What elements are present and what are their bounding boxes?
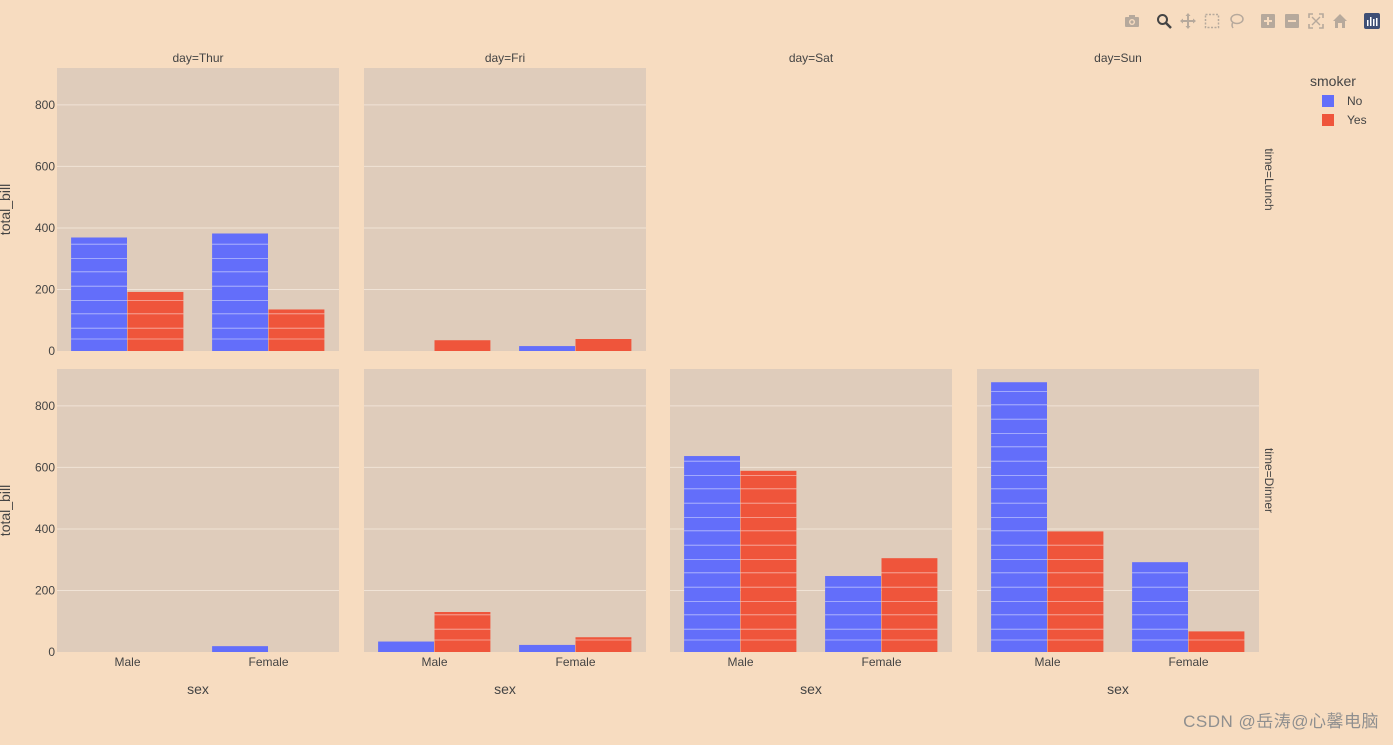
y-tick-label: 600 (35, 460, 55, 474)
bar-no-male[interactable] (684, 456, 740, 652)
bar-yes-male[interactable] (1047, 531, 1104, 652)
bar-no-male[interactable] (378, 641, 434, 652)
lasso-select-button[interactable] (1224, 11, 1248, 31)
facet-panel (977, 369, 1259, 652)
y-tick-label: 600 (35, 159, 55, 173)
bar-yes-female[interactable] (881, 558, 938, 652)
y-tick-label: 400 (35, 221, 55, 235)
y-axis-title: total_bill (0, 184, 13, 235)
plotly-logo-button[interactable] (1360, 11, 1384, 31)
autoscale-button[interactable] (1304, 11, 1328, 31)
y-tick-label: 0 (48, 645, 55, 659)
bar-yes-female[interactable] (1188, 631, 1245, 652)
x-tick-label: Male (114, 655, 140, 669)
row-facet-title: time=Dinner (1262, 448, 1276, 513)
zoom-out-button[interactable] (1280, 11, 1304, 31)
x-axis-title: sex (800, 681, 822, 697)
zoom-button[interactable] (1152, 11, 1176, 31)
bar-yes-female[interactable] (268, 309, 325, 351)
legend-label[interactable]: Yes (1347, 113, 1367, 127)
box-select-icon (1204, 13, 1220, 29)
facet-panel (57, 68, 339, 351)
plotly-logo-icon (1364, 13, 1380, 29)
column-facet-title: day=Sun (1094, 51, 1142, 65)
y-axis-title: total_bill (0, 485, 13, 536)
zoom-in-button[interactable] (1256, 11, 1280, 31)
x-tick-label: Female (555, 655, 595, 669)
y-tick-label: 200 (35, 282, 55, 296)
y-tick-label: 200 (35, 583, 55, 597)
bar-no-female[interactable] (825, 576, 881, 652)
x-tick-label: Male (1034, 655, 1060, 669)
x-axis-title: sex (494, 681, 516, 697)
y-tick-label: 800 (35, 98, 55, 112)
row-facet-title: time=Lunch (1262, 148, 1276, 210)
column-facet-title: day=Fri (485, 51, 525, 65)
plot-area (57, 369, 339, 652)
x-tick-label: Male (727, 655, 753, 669)
zoom-in-icon (1261, 14, 1275, 28)
x-axis-title: sex (1107, 681, 1129, 697)
camera-button[interactable] (1120, 11, 1144, 31)
watermark-text: CSDN @岳涛@心馨电脑 (1183, 712, 1379, 731)
facet-panel (670, 369, 952, 652)
legend-label[interactable]: No (1347, 94, 1363, 108)
facet-panel (364, 68, 646, 351)
x-tick-label: Female (1168, 655, 1208, 669)
y-tick-label: 800 (35, 399, 55, 413)
legend-item-yes[interactable]: Yes (1322, 113, 1367, 127)
y-tick-label: 400 (35, 522, 55, 536)
bar-yes-female[interactable] (575, 339, 632, 351)
bar-yes-male[interactable] (127, 291, 184, 351)
bar-no-female[interactable] (519, 346, 575, 351)
zoom-out-icon (1285, 14, 1299, 28)
camera-icon (1125, 15, 1139, 27)
y-tick-label: 0 (48, 344, 55, 358)
x-tick-label: Female (861, 655, 901, 669)
plot-area (364, 68, 646, 351)
modebar (1120, 11, 1384, 31)
bar-yes-male[interactable] (434, 612, 491, 652)
autoscale-icon (1308, 13, 1324, 29)
box-select-button[interactable] (1200, 11, 1224, 31)
bar-no-female[interactable] (519, 644, 575, 652)
bar-no-female[interactable] (212, 646, 268, 652)
bar-no-female[interactable] (1132, 562, 1188, 652)
bar-yes-female[interactable] (575, 637, 632, 652)
bar-yes-male[interactable] (740, 470, 797, 652)
reset-axes-icon (1333, 14, 1347, 28)
legend-swatch[interactable] (1322, 95, 1334, 107)
bar-no-male[interactable] (991, 382, 1047, 652)
lasso-select-icon (1230, 13, 1244, 29)
facet-panel (364, 369, 646, 652)
x-tick-label: Female (248, 655, 288, 669)
zoom-icon (1157, 14, 1172, 29)
column-facet-title: day=Thur (172, 51, 223, 65)
facet-panel (57, 369, 339, 652)
column-facet-title: day=Sat (789, 51, 834, 65)
pan-icon (1180, 13, 1196, 29)
bar-no-female[interactable] (212, 233, 268, 351)
x-axis-title: sex (187, 681, 209, 697)
reset-axes-button[interactable] (1328, 11, 1352, 31)
x-tick-label: Male (421, 655, 447, 669)
bar-yes-male[interactable] (434, 340, 491, 351)
legend: smoker No Yes (1310, 73, 1367, 127)
legend-swatch[interactable] (1322, 114, 1334, 126)
pan-button[interactable] (1176, 11, 1200, 31)
bar-no-male[interactable] (71, 237, 127, 351)
legend-item-no[interactable]: No (1322, 94, 1363, 108)
legend-title: smoker (1310, 73, 1356, 89)
plot-area (364, 369, 646, 652)
